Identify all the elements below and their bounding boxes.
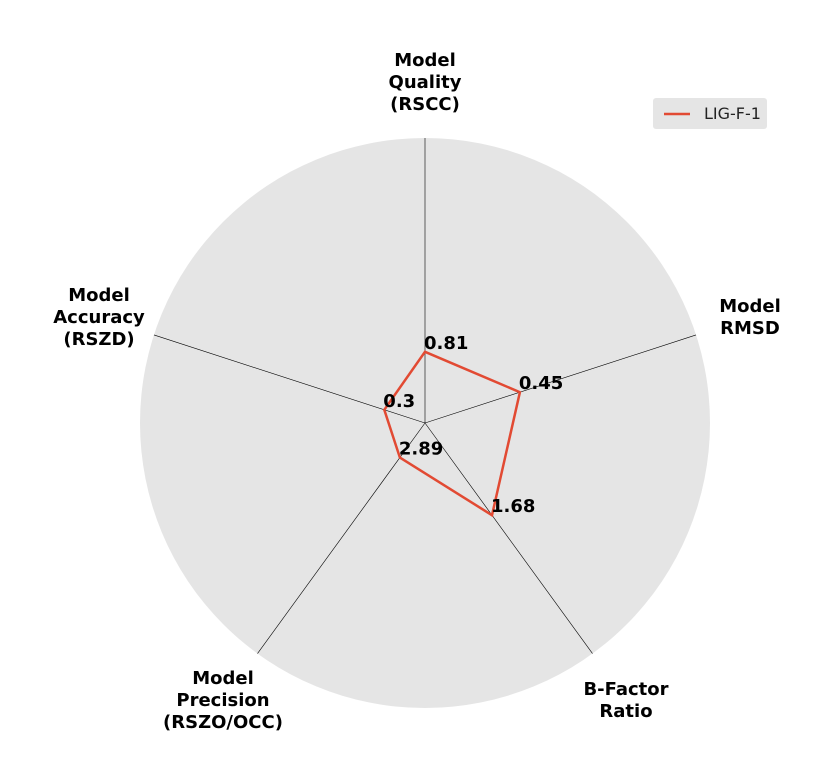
axis-spokes	[153, 138, 697, 654]
value-label-3: 2.89	[399, 439, 443, 460]
axis-label-line: (RSZO/OCC)	[163, 712, 283, 733]
axis-label-line: Model	[719, 296, 781, 317]
axis-label-line: RMSD	[720, 318, 780, 339]
axis-spoke-4	[153, 334, 426, 424]
axis-label-line: Model	[68, 285, 130, 306]
axis-label-line: (RSCC)	[390, 94, 460, 115]
axis-spoke-3	[257, 422, 426, 654]
axis-label-line: (RSZD)	[63, 329, 134, 350]
axis-label-line: Quality	[389, 72, 462, 93]
axis-label-line: B-Factor	[583, 679, 668, 700]
axis-spoke-2	[424, 422, 593, 654]
axis-label-1: Model RMSD	[719, 296, 781, 339]
legend-box	[653, 98, 767, 129]
series-line-0	[382, 350, 522, 518]
axis-label-line: Precision	[176, 690, 269, 711]
value-labels: 0.81 0.45 1.68 2.89 0.3	[383, 333, 563, 517]
axis-label-line: Model	[394, 50, 456, 71]
series-layer	[382, 350, 522, 518]
axis-spoke-1	[424, 334, 697, 424]
value-label-4: 0.3	[383, 391, 415, 412]
axis-label-line: Ratio	[599, 701, 652, 722]
axis-label-4: Model Accuracy (RSZD)	[53, 285, 145, 350]
value-label-2: 1.68	[491, 496, 535, 517]
axis-label-3: Model Precision (RSZO/OCC)	[163, 668, 283, 733]
legend-entry-lig-f-1: LIG-F-1	[704, 104, 761, 123]
legend: LIG-F-1	[653, 98, 767, 129]
value-label-0: 0.81	[424, 333, 468, 354]
axis-label-2: B-Factor Ratio	[583, 679, 668, 722]
axis-label-line: Accuracy	[53, 307, 145, 328]
axis-label-0: Model Quality (RSCC)	[389, 50, 462, 115]
value-label-1: 0.45	[519, 373, 563, 394]
axis-label-line: Model	[192, 668, 254, 689]
